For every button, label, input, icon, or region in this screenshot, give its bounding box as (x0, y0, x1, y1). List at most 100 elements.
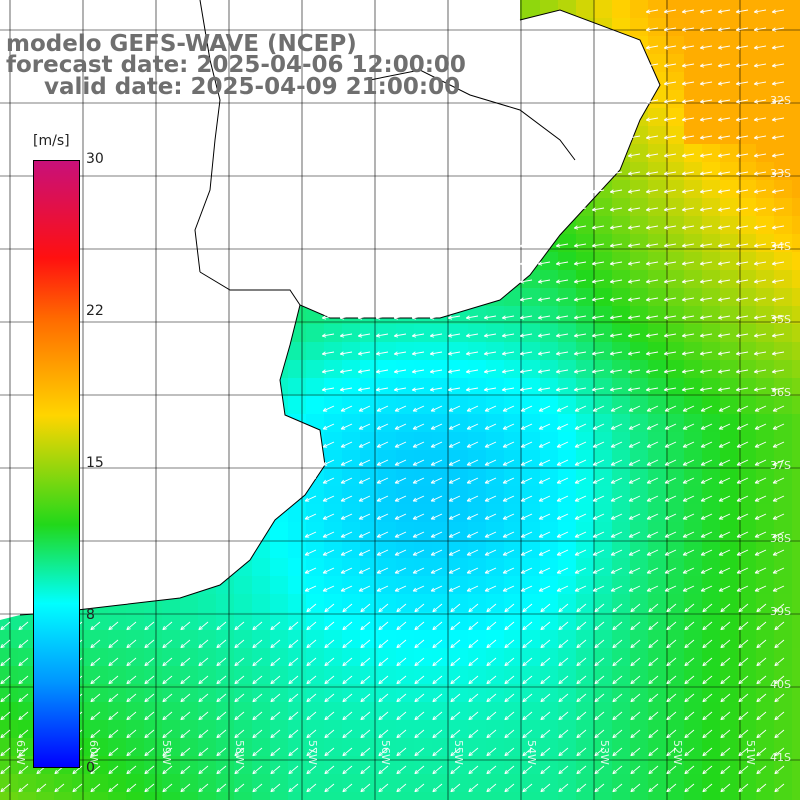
wind-arrow (610, 405, 623, 412)
field-cell (720, 648, 738, 666)
wind-arrow (609, 315, 623, 320)
wind-arrow (718, 459, 731, 466)
wind-arrow (735, 153, 749, 158)
field-cell (360, 504, 378, 522)
wind-arrow (681, 171, 695, 176)
field-cell (648, 558, 666, 576)
wind-arrow (771, 243, 785, 248)
field-cell (630, 756, 648, 774)
land-west (0, 0, 325, 620)
field-cell (486, 468, 504, 486)
field-cell (414, 378, 432, 396)
field-cell (702, 684, 720, 702)
wind-arrow (592, 477, 605, 484)
wind-arrow (339, 387, 353, 392)
field-cell (648, 180, 666, 198)
wind-arrow (735, 45, 749, 50)
field-cell (558, 576, 576, 594)
wind-arrow (502, 495, 515, 502)
wind-arrow (556, 405, 569, 412)
field-cell (252, 576, 270, 594)
field-cell (792, 18, 800, 36)
colorbar-tick-22: 22 (86, 303, 104, 319)
wind-arrow (771, 135, 785, 140)
wind-arrow (681, 99, 695, 104)
wind-arrow (628, 405, 641, 412)
field-cell (774, 360, 792, 378)
field-cell (594, 558, 612, 576)
wind-arrow (645, 189, 659, 194)
field-cell (414, 756, 432, 774)
field-cell (720, 540, 738, 558)
field-cell (792, 90, 800, 108)
wind-arrow (645, 99, 659, 104)
field-cell (0, 774, 18, 792)
field-cell (324, 792, 342, 800)
field-cell (216, 792, 234, 800)
field-cell (666, 486, 684, 504)
field-cell (90, 648, 108, 666)
wind-arrow (555, 315, 569, 320)
field-cell (738, 36, 756, 54)
field-cell (612, 252, 630, 270)
wind-arrow (358, 441, 371, 448)
wind-arrow (483, 315, 497, 320)
field-cell (666, 414, 684, 432)
wind-arrow (592, 423, 605, 430)
wind-arrow (753, 279, 767, 284)
wind-arrow (394, 405, 407, 412)
field-cell (774, 666, 792, 684)
wind-arrow (717, 27, 731, 32)
wind-arrow (717, 387, 731, 392)
field-cell (738, 378, 756, 396)
wind-arrow (538, 459, 551, 466)
wind-arrow (358, 405, 371, 412)
field-cell (594, 270, 612, 288)
wind-arrow (304, 495, 317, 502)
field-cell (324, 342, 342, 360)
field-cell (540, 612, 558, 630)
wind-arrow (358, 459, 371, 466)
field-cell (90, 684, 108, 702)
wind-arrow (411, 369, 425, 374)
field-cell (360, 432, 378, 450)
field-cell (144, 720, 162, 738)
field-cell (450, 522, 468, 540)
field-cell (702, 792, 720, 800)
field-cell (288, 702, 306, 720)
field-cell (558, 414, 576, 432)
field-cell (468, 324, 486, 342)
field-cell (540, 558, 558, 576)
field-cell (450, 432, 468, 450)
field-cell (756, 288, 774, 306)
field-cell (774, 396, 792, 414)
field-cell (756, 234, 774, 252)
field-cell (720, 684, 738, 702)
field-cell (684, 666, 702, 684)
lon-label: 53W (598, 740, 611, 765)
wind-arrow (358, 477, 371, 484)
lon-label: 56W (379, 740, 392, 765)
field-cell (414, 702, 432, 720)
field-cell (558, 792, 576, 800)
field-cell (414, 576, 432, 594)
lat-label: 35S (770, 313, 791, 326)
field-cell (666, 198, 684, 216)
field-cell (288, 594, 306, 612)
field-cell (612, 0, 630, 18)
wind-arrow (520, 477, 533, 484)
field-cell (648, 36, 666, 54)
field-cell (648, 504, 666, 522)
field-cell (792, 180, 800, 198)
field-cell (468, 630, 486, 648)
field-cell (342, 378, 360, 396)
wind-arrow (447, 351, 461, 356)
field-cell (612, 342, 630, 360)
wind-arrow (735, 207, 749, 212)
wind-arrow (718, 405, 731, 412)
field-cell (540, 756, 558, 774)
field-cell (486, 396, 504, 414)
field-cell (648, 360, 666, 378)
field-cell (702, 774, 720, 792)
field-cell (342, 504, 360, 522)
